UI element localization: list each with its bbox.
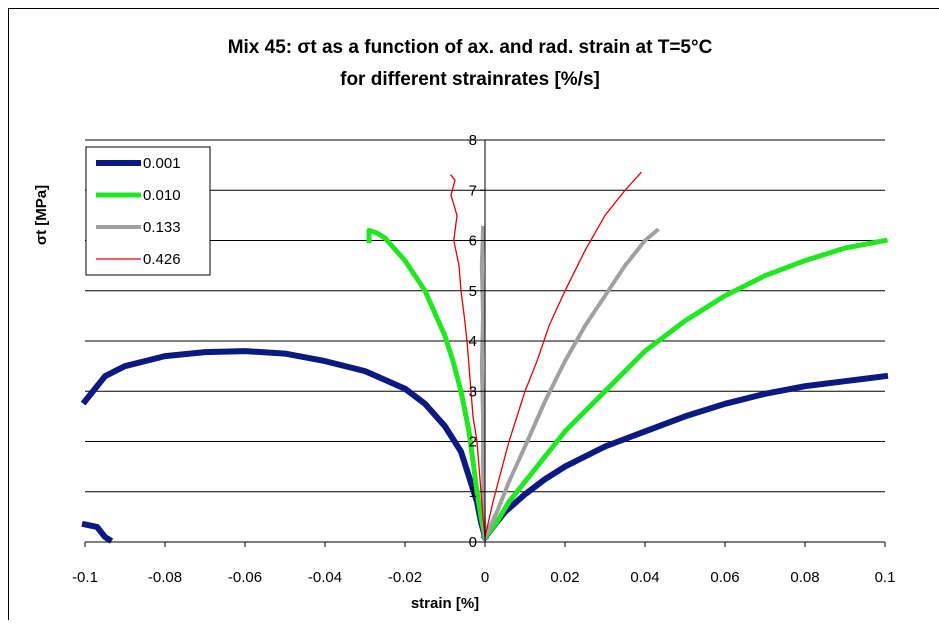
y-tick-label-2: 2 [469, 434, 477, 451]
x-tick-label-4: -0.02 [388, 569, 422, 586]
y-tick-label-3: 3 [469, 383, 477, 400]
legend-label-2: 0.133 [143, 219, 181, 236]
y-tick-label-4: 4 [469, 333, 477, 350]
y-tick-label-8: 8 [469, 132, 477, 149]
x-tick-label-9: 0.08 [790, 569, 819, 586]
series-1-line-1 [481, 237, 888, 541]
legend-items: 0.001 0.010 0.133 0.426 [96, 155, 181, 268]
legend-label-3: 0.426 [143, 251, 181, 268]
legend-label-1: 0.010 [143, 187, 181, 204]
x-tick-label-1: -0.08 [148, 569, 182, 586]
y-tick-label-7: 7 [469, 182, 477, 199]
series-2-line-1 [482, 227, 660, 540]
y-tick-label-1: 1 [469, 484, 477, 501]
x-tick-label-3: -0.04 [308, 569, 342, 586]
x-tick-label-5: 0 [481, 569, 489, 586]
legend-label-0: 0.001 [143, 155, 181, 172]
series-3-line-1 [484, 171, 642, 538]
x-tick-label-2: -0.06 [228, 569, 262, 586]
tick-layer: -0.1 -0.08 -0.06 -0.04 -0.02 0 0.02 0.04 0.06 0.0… [72, 132, 895, 586]
x-tick-label-8: 0.06 [710, 569, 739, 586]
y-tick-label-0: 0 [469, 534, 477, 551]
y-tick-label-5: 5 [469, 283, 477, 300]
series-0-line-2 [480, 372, 889, 542]
x-tick-label-6: 0.02 [550, 569, 579, 586]
legend-box [85, 146, 211, 276]
series-3-line-0 [450, 174, 486, 538]
legend: 0.001 0.010 0.133 0.426 [85, 146, 211, 276]
plot-layer [80, 171, 889, 544]
x-tick-label-0: -0.1 [72, 569, 98, 586]
x-tick-label-10: 0.1 [875, 569, 896, 586]
y-tick-label-6: 6 [469, 233, 477, 250]
x-axis-title: strain [%] [411, 595, 479, 612]
series-1-line-0 [366, 227, 488, 540]
series-0-line-0 [81, 520, 114, 544]
chart-title-line1: Mix 45: σt as a function of ax. and rad.… [228, 37, 713, 58]
x-tick-label-7: 0.04 [630, 569, 659, 586]
series-0-line-1 [80, 348, 489, 541]
chart-title-line2: for different strainrates [%/s] [340, 69, 600, 90]
y-axis-title: σt [MPa] [33, 185, 50, 245]
